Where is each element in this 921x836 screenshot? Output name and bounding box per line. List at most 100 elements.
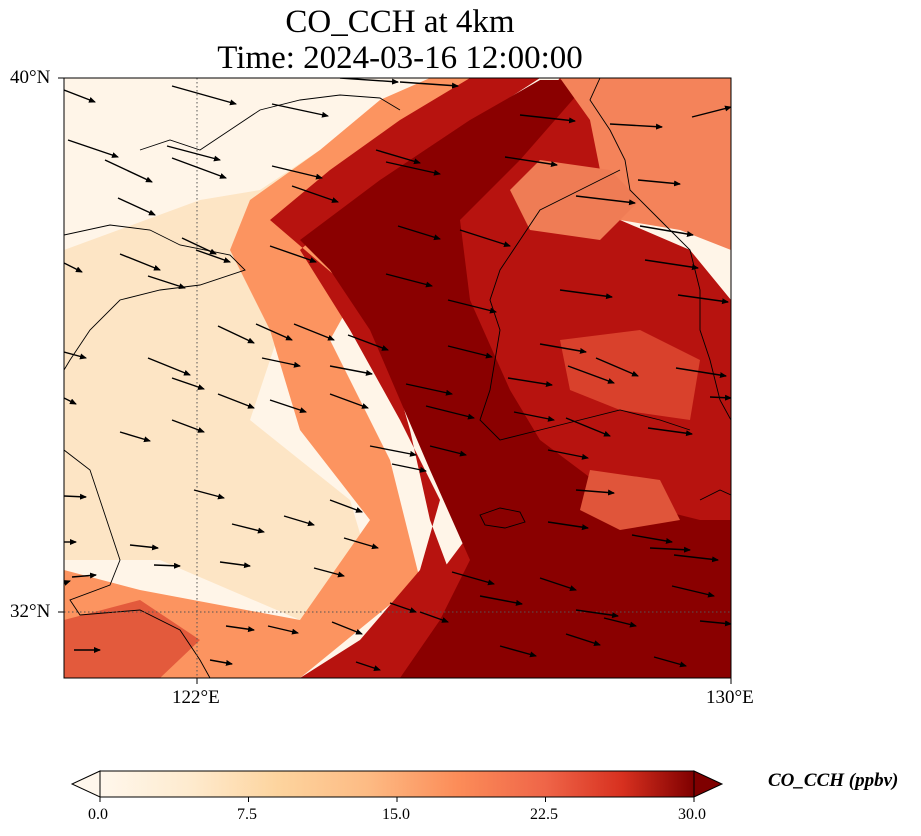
wind-arrow — [385, 273, 433, 288]
wind-arrow — [539, 343, 587, 354]
wind-arrow — [217, 393, 255, 409]
colorbar-tick-0: 0.0 — [88, 806, 108, 823]
wind-arrow — [425, 405, 475, 420]
moderate-concentration-rim — [64, 78, 520, 678]
lat-label-32n: 32°N — [10, 601, 51, 622]
wind-arrow — [193, 489, 225, 500]
wind-arrow — [347, 334, 389, 351]
colorbar-body — [100, 771, 694, 797]
wind-arrow — [575, 195, 636, 206]
wind-arrow — [447, 299, 497, 314]
wind-arrow — [575, 489, 615, 496]
wind-arrow — [71, 572, 97, 579]
wind-arrow — [631, 534, 673, 544]
wind-arrow — [709, 394, 731, 401]
wind-arrow — [269, 399, 307, 413]
wind-arrow — [117, 197, 156, 216]
wind-arrow — [231, 523, 265, 534]
wind-arrow — [699, 620, 731, 627]
wind-arrow — [171, 85, 237, 106]
wind-arrow — [429, 445, 467, 457]
wind-arrow — [181, 237, 217, 255]
wind-arrow — [255, 323, 293, 341]
wind-arrow — [171, 419, 205, 433]
wind-arrow — [225, 625, 255, 633]
wind-arrow — [603, 617, 637, 628]
wind-arrow — [119, 253, 161, 271]
colorbar-tick-1: 7.5 — [237, 806, 257, 823]
wind-arrow — [595, 357, 639, 377]
wind-arrow — [147, 275, 186, 290]
wind-arrow — [391, 463, 427, 473]
wind-arrow — [447, 345, 493, 359]
wind-arrow — [64, 580, 71, 586]
colorbar-max-extend — [693, 770, 724, 798]
wind-arrow — [405, 383, 453, 396]
wind-arrow — [644, 259, 699, 271]
wind-arrow — [565, 633, 601, 647]
southwest-moderate-patch — [64, 600, 200, 678]
wind-arrow — [271, 103, 329, 118]
wind-arrow — [451, 571, 495, 586]
wind-arrow — [267, 625, 299, 635]
colorbar-tick-4: 30.0 — [678, 806, 706, 823]
wind-arrow — [329, 393, 369, 409]
wind-arrow — [329, 499, 363, 513]
wind-arrow — [283, 515, 315, 527]
wind-arrow — [217, 325, 255, 344]
wind-arrow — [64, 397, 77, 405]
coastline-kyushu — [699, 489, 731, 501]
wind-arrow — [64, 493, 87, 500]
wind-arrow — [575, 609, 619, 619]
wind-arrow — [375, 149, 421, 165]
wind-arrow — [479, 595, 523, 606]
wind-arrow — [369, 445, 417, 457]
wind-arrow — [64, 262, 83, 273]
coastlines — [64, 78, 731, 678]
wind-arrow — [329, 365, 373, 376]
wind-arrow — [397, 225, 441, 241]
lon-label-122e: 122°E — [172, 687, 220, 708]
wind-arrow — [269, 245, 317, 263]
wind-arrow — [355, 661, 381, 671]
wind-arrow — [547, 449, 589, 460]
wind-arrow — [565, 417, 611, 437]
wind-arrow — [119, 431, 151, 443]
wind-arrow — [195, 249, 231, 263]
wind-arrow — [459, 229, 511, 248]
colorbar-tick-2: 15.0 — [382, 806, 410, 823]
wind-arrow — [209, 659, 233, 666]
wind-arrow — [313, 567, 345, 578]
wind-arrow — [673, 554, 719, 563]
wind-arrow — [147, 357, 191, 376]
wind-arrow — [64, 351, 87, 360]
wind-arrow — [129, 544, 159, 551]
wind-arrow — [539, 577, 577, 591]
wind-arrow — [291, 185, 339, 203]
wind-arrow — [547, 521, 589, 531]
wind-arrow — [331, 621, 363, 635]
lon-label-130e: 130°E — [706, 687, 754, 708]
wind-arrow — [513, 411, 555, 422]
coastline-shandong — [64, 224, 246, 371]
wind-arrow — [171, 377, 205, 390]
coastline-bohai — [139, 94, 401, 151]
wind-arrow — [691, 105, 731, 118]
coastline-jeju — [479, 507, 526, 529]
map-frame — [63, 77, 732, 679]
wind-arrow — [639, 225, 694, 237]
colorbar-min-extend — [70, 770, 101, 798]
wind-arrow — [343, 537, 379, 550]
wind-arrow — [504, 156, 558, 168]
wind-arrow — [219, 561, 251, 569]
wind-arrow — [499, 645, 537, 658]
wind-arrow — [153, 562, 181, 569]
wind-arrow — [519, 114, 576, 124]
southeast-moderate-patch — [580, 470, 680, 530]
wind-arrow — [609, 123, 663, 130]
wind-arrow — [567, 365, 615, 384]
lat-label-40n: 40°N — [10, 67, 51, 88]
coastline-korea-west — [479, 169, 691, 441]
wind-arrow — [677, 294, 729, 305]
